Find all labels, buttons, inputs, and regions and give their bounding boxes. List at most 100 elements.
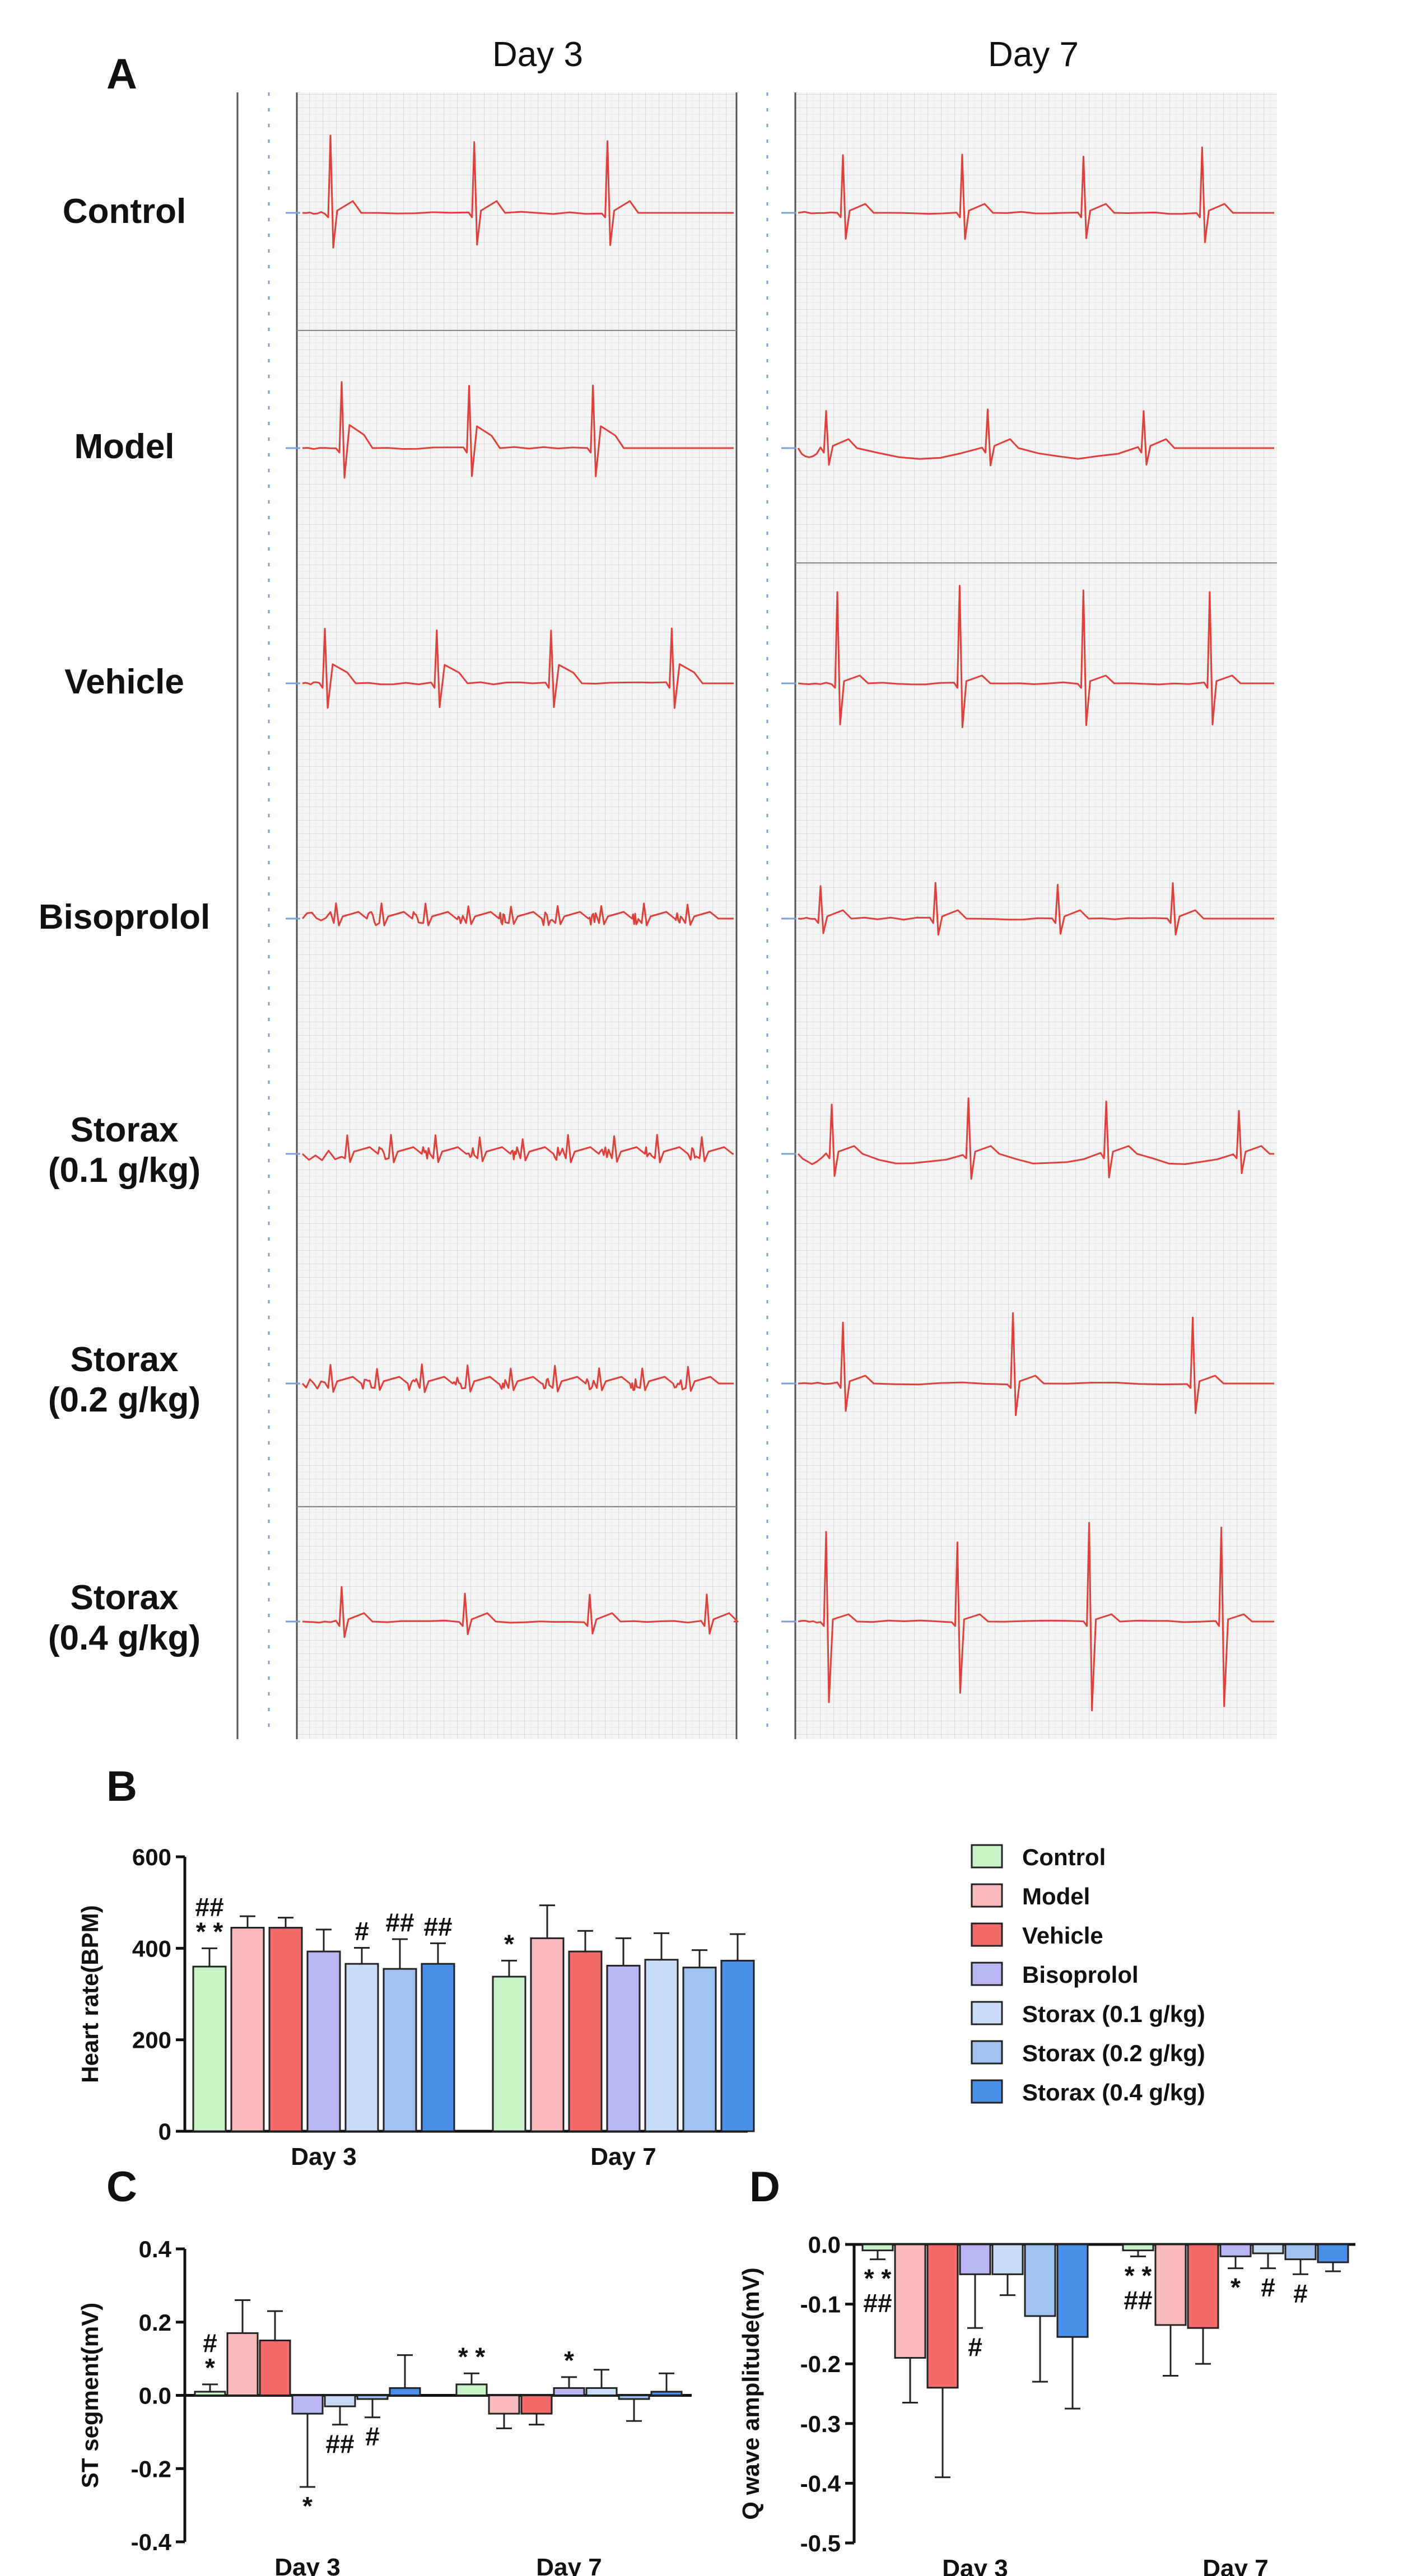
bar <box>356 2395 389 2400</box>
bar <box>383 1968 417 2132</box>
significance-marker: # <box>365 2422 380 2451</box>
ecg-row-label: Storax (0.2 g/kg) <box>48 1340 201 1419</box>
x-tick-label: Day 7 <box>590 2143 656 2170</box>
ecg-trace-day3 <box>302 627 734 709</box>
ecg-row: Control <box>63 134 1274 249</box>
bar <box>1056 2243 1089 2338</box>
y-tick-label: 0.0 <box>139 2383 171 2409</box>
legend-label: Storax (0.2 g/kg) <box>1022 2040 1205 2066</box>
x-tick-label: Day 3 <box>942 2555 1008 2576</box>
bar <box>1284 2243 1317 2261</box>
significance-marker: * <box>564 2346 574 2375</box>
significance-marker: # <box>1261 2273 1275 2302</box>
ecg-trace-day7 <box>798 882 1274 936</box>
legend-item: Model <box>971 1883 1090 1909</box>
ecg-row-label: Model <box>74 427 174 466</box>
ecg-trace-day7 <box>797 1097 1274 1180</box>
bar <box>1024 2243 1056 2317</box>
legend-label: Vehicle <box>1022 1922 1103 1949</box>
ecg-trace-day7 <box>797 408 1274 467</box>
significance-marker: # * <box>203 2328 217 2382</box>
panel-a: A Day 3 Day 7 Control Model Vehicle Bisopro… <box>39 35 1277 1739</box>
bar <box>194 2391 226 2396</box>
bar <box>959 2243 991 2275</box>
ecg-day-header-day7: Day 7 <box>988 35 1079 74</box>
y-tick-label: -0.2 <box>131 2456 171 2482</box>
significance-marker: ## <box>385 1908 414 1937</box>
significance-marker: * <box>302 2491 313 2521</box>
legend-item: Storax (0.4 g/kg) <box>971 2079 1205 2105</box>
y-tick-label: -0.2 <box>800 2351 841 2377</box>
y-tick-label: 0.4 <box>139 2236 172 2262</box>
significance-marker: * * ## <box>1124 2261 1152 2314</box>
ecg-trace-day3 <box>302 381 734 479</box>
bar <box>991 2243 1024 2275</box>
legend-swatch <box>971 2079 1003 2104</box>
significance-marker: * * <box>458 2342 486 2371</box>
significance-marker: ## <box>325 2429 354 2458</box>
bar <box>389 2387 421 2396</box>
bar <box>568 1950 603 2132</box>
bar <box>421 1963 455 2132</box>
ecg-trace-day3 <box>301 1363 734 1393</box>
significance-marker: # <box>1293 2279 1308 2308</box>
bar <box>344 1963 379 2132</box>
panel-label-d: D <box>749 2163 780 2211</box>
ecg-frame-lines <box>236 92 1277 1739</box>
panel-c: C -0.4 -0.2 0.0 0.2 0.4 ST segment(mV) Day 3 Da… <box>77 2163 692 2576</box>
bar <box>682 1967 717 2132</box>
bar <box>226 2332 259 2396</box>
ecg-row: Model <box>74 381 1274 479</box>
legend-item: Vehicle <box>971 1922 1103 1949</box>
x-tick-label: Day 7 <box>536 2554 602 2576</box>
bar <box>324 2395 356 2407</box>
significance-marker: * <box>504 1929 514 1958</box>
significance-marker: # <box>355 1917 369 1946</box>
significance-marker: ## * * <box>195 1892 223 1946</box>
ecg-trace-day3 <box>302 134 734 249</box>
legend-item: Storax (0.1 g/kg) <box>971 2001 1205 2027</box>
bar <box>720 1959 755 2132</box>
significance-marker: # <box>968 2332 982 2361</box>
bar <box>606 1964 641 2132</box>
significance-marker: * * ## <box>863 2264 892 2318</box>
panel-label-c: C <box>106 2163 137 2211</box>
ecg-row: Storax (0.4 g/kg) <box>48 1522 1274 1712</box>
x-tick-label: Day 7 <box>1202 2555 1268 2576</box>
bar <box>192 1965 227 2132</box>
bar <box>1154 2243 1187 2326</box>
legend-swatch <box>971 1883 1003 1908</box>
ecg-row-label: Storax (0.4 g/kg) <box>48 1578 201 1657</box>
ecg-row: Storax (0.2 g/kg) <box>48 1312 1274 1419</box>
x-tick-label: Day 3 <box>291 2143 356 2170</box>
panel-label-b: B <box>106 1763 137 1810</box>
ecg-trace-day3 <box>301 902 734 926</box>
legend-swatch <box>971 2040 1003 2065</box>
bar <box>1317 2243 1349 2263</box>
bar <box>585 2387 618 2396</box>
bar <box>926 2243 959 2389</box>
panel-label-a: A <box>106 50 137 98</box>
ecg-rows: Control Model Vehicle Bisoprolol Storax (0.1 … <box>39 134 1274 1712</box>
legend-label: Control <box>1022 1844 1106 1870</box>
panel-d: D -0.5 -0.4 -0.3 -0.2 -0.1 0.0 Q wave amplitud… <box>738 2163 1355 2576</box>
bar <box>1252 2243 1284 2254</box>
ecg-trace-day7 <box>798 1522 1274 1712</box>
y-tick-label: -0.5 <box>800 2530 841 2556</box>
legend-swatch <box>971 1844 1003 1869</box>
bar <box>644 1959 679 2132</box>
legend: Control Model Vehicle Bisoprolol Storax (0.1… <box>971 1844 1205 2105</box>
ecg-trace-day3 <box>302 1586 739 1638</box>
bar <box>618 2395 650 2400</box>
bar <box>1187 2243 1219 2329</box>
bar <box>492 1976 526 2132</box>
y-tick-label: 0 <box>159 2118 171 2145</box>
legend-item: Bisoprolol <box>971 1962 1139 1988</box>
legend-item: Storax (0.2 g/kg) <box>971 2040 1205 2066</box>
ecg-row-label: Vehicle <box>64 663 184 701</box>
ecg-day-header-day3: Day 3 <box>492 35 583 74</box>
ecg-row: Storax (0.1 g/kg) <box>48 1097 1274 1190</box>
ecg-grid-day7 <box>795 92 1277 1739</box>
